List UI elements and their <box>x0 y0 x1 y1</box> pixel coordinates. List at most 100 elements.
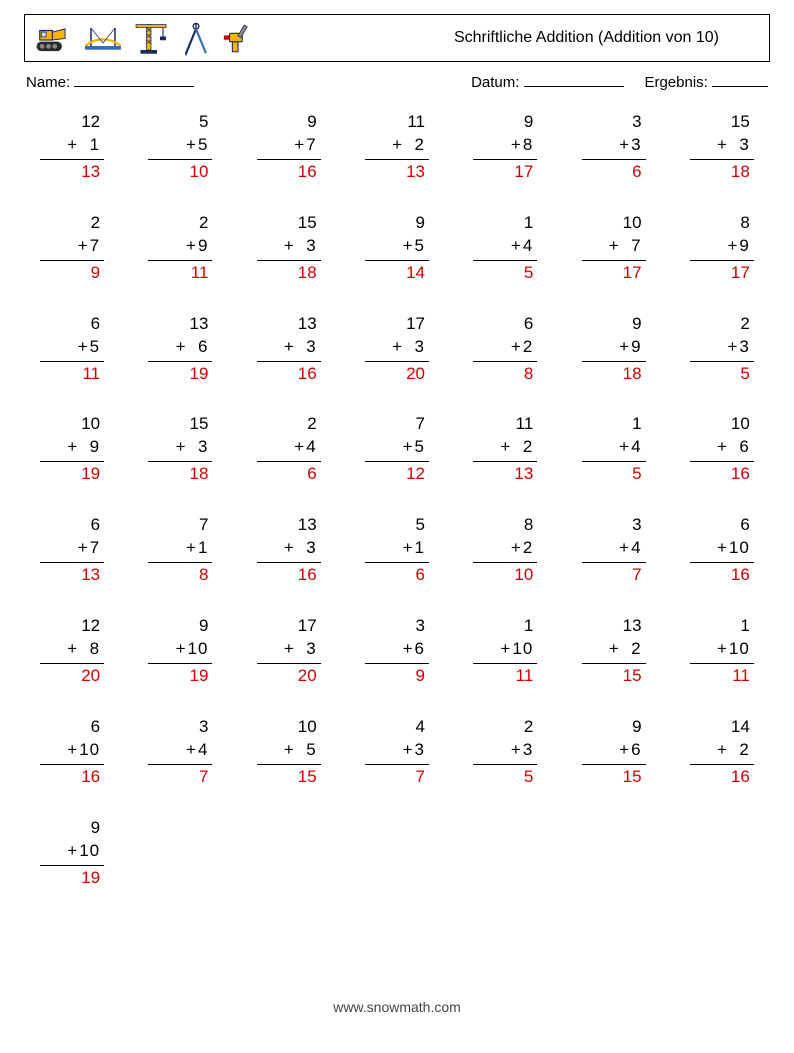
operand-a: 17 <box>257 615 321 638</box>
result-blank[interactable] <box>712 86 768 87</box>
answer: 16 <box>690 563 754 587</box>
answer: 13 <box>40 160 104 184</box>
operand-a: 13 <box>257 313 321 336</box>
operand-a: 3 <box>148 716 212 739</box>
problem: 6+28 <box>473 313 537 386</box>
answer: 11 <box>148 261 212 285</box>
problem: 14+ 216 <box>690 716 754 789</box>
operand-b: +7 <box>40 537 104 560</box>
operand-b: +4 <box>582 436 646 459</box>
answer: 11 <box>40 362 104 386</box>
problem: 11+ 213 <box>365 111 429 184</box>
answer: 20 <box>40 664 104 688</box>
answer: 5 <box>690 362 754 386</box>
operand-b: +1 <box>365 537 429 560</box>
problem: 10+ 919 <box>40 413 104 486</box>
problem: 1+45 <box>473 212 537 285</box>
operand-b: +10 <box>690 537 754 560</box>
operand-b: +5 <box>365 235 429 258</box>
answer: 18 <box>690 160 754 184</box>
operand-b: +7 <box>257 134 321 157</box>
answer: 5 <box>473 765 537 789</box>
answer: 10 <box>148 160 212 184</box>
operand-b: +2 <box>473 537 537 560</box>
operand-b: + 3 <box>257 638 321 661</box>
operand-b: +1 <box>148 537 212 560</box>
operand-a: 4 <box>365 716 429 739</box>
answer: 17 <box>690 261 754 285</box>
answer: 16 <box>690 765 754 789</box>
problem: 9+716 <box>257 111 321 184</box>
operand-a: 11 <box>365 111 429 134</box>
problem: 9+817 <box>473 111 537 184</box>
operand-a: 13 <box>582 615 646 638</box>
name-label: Name: <box>26 74 70 91</box>
operand-a: 15 <box>690 111 754 134</box>
operand-a: 17 <box>365 313 429 336</box>
problem: 2+35 <box>690 313 754 386</box>
operand-b: +9 <box>582 336 646 359</box>
operand-a: 9 <box>40 817 104 840</box>
problem: 2+46 <box>257 413 321 486</box>
operand-b: +8 <box>473 134 537 157</box>
problem: 3+69 <box>365 615 429 688</box>
problem: 3+47 <box>148 716 212 789</box>
answer: 14 <box>365 261 429 285</box>
operand-b: +7 <box>40 235 104 258</box>
answer: 7 <box>148 765 212 789</box>
answer: 9 <box>40 261 104 285</box>
operand-a: 6 <box>473 313 537 336</box>
answer: 6 <box>365 563 429 587</box>
operand-a: 9 <box>473 111 537 134</box>
answer: 16 <box>40 765 104 789</box>
problem: 11+ 213 <box>473 413 537 486</box>
problem: 3+36 <box>582 111 646 184</box>
answer: 6 <box>582 160 646 184</box>
operand-b: + 2 <box>473 436 537 459</box>
problem: 12+ 820 <box>40 615 104 688</box>
answer: 20 <box>365 362 429 386</box>
operand-b: +4 <box>582 537 646 560</box>
date-blank[interactable] <box>524 86 624 87</box>
problem: 13+ 215 <box>582 615 646 688</box>
answer: 18 <box>582 362 646 386</box>
drill-icon <box>223 22 253 56</box>
operand-a: 8 <box>473 514 537 537</box>
operand-b: + 6 <box>690 436 754 459</box>
answer: 8 <box>148 563 212 587</box>
operand-b: +2 <box>473 336 537 359</box>
operand-b: + 2 <box>582 638 646 661</box>
answer: 16 <box>257 563 321 587</box>
answer: 16 <box>257 362 321 386</box>
operand-a: 10 <box>582 212 646 235</box>
operand-b: +10 <box>40 840 104 863</box>
answer: 15 <box>257 765 321 789</box>
operand-a: 9 <box>148 615 212 638</box>
operand-b: + 3 <box>148 436 212 459</box>
operand-b: + 8 <box>40 638 104 661</box>
operand-b: + 3 <box>257 336 321 359</box>
operand-b: +9 <box>690 235 754 258</box>
operand-a: 11 <box>473 413 537 436</box>
answer: 19 <box>148 664 212 688</box>
problem: 6+1016 <box>40 716 104 789</box>
answer: 5 <box>473 261 537 285</box>
answer: 12 <box>365 462 429 486</box>
answer: 5 <box>582 462 646 486</box>
operand-a: 10 <box>257 716 321 739</box>
info-fields: Name: Datum: Ergebnis: <box>24 74 770 91</box>
problem: 15+ 318 <box>257 212 321 285</box>
problem: 10+ 717 <box>582 212 646 285</box>
name-blank[interactable] <box>74 86 194 87</box>
problem: 1+1011 <box>473 615 537 688</box>
operand-a: 2 <box>257 413 321 436</box>
answer: 19 <box>148 362 212 386</box>
operand-b: + 6 <box>148 336 212 359</box>
operand-a: 7 <box>148 514 212 537</box>
answer: 11 <box>690 664 754 688</box>
answer: 7 <box>582 563 646 587</box>
footer-url: www.snowmath.com <box>0 999 794 1015</box>
compass-icon <box>181 22 211 56</box>
problem: 9+514 <box>365 212 429 285</box>
answer: 13 <box>40 563 104 587</box>
